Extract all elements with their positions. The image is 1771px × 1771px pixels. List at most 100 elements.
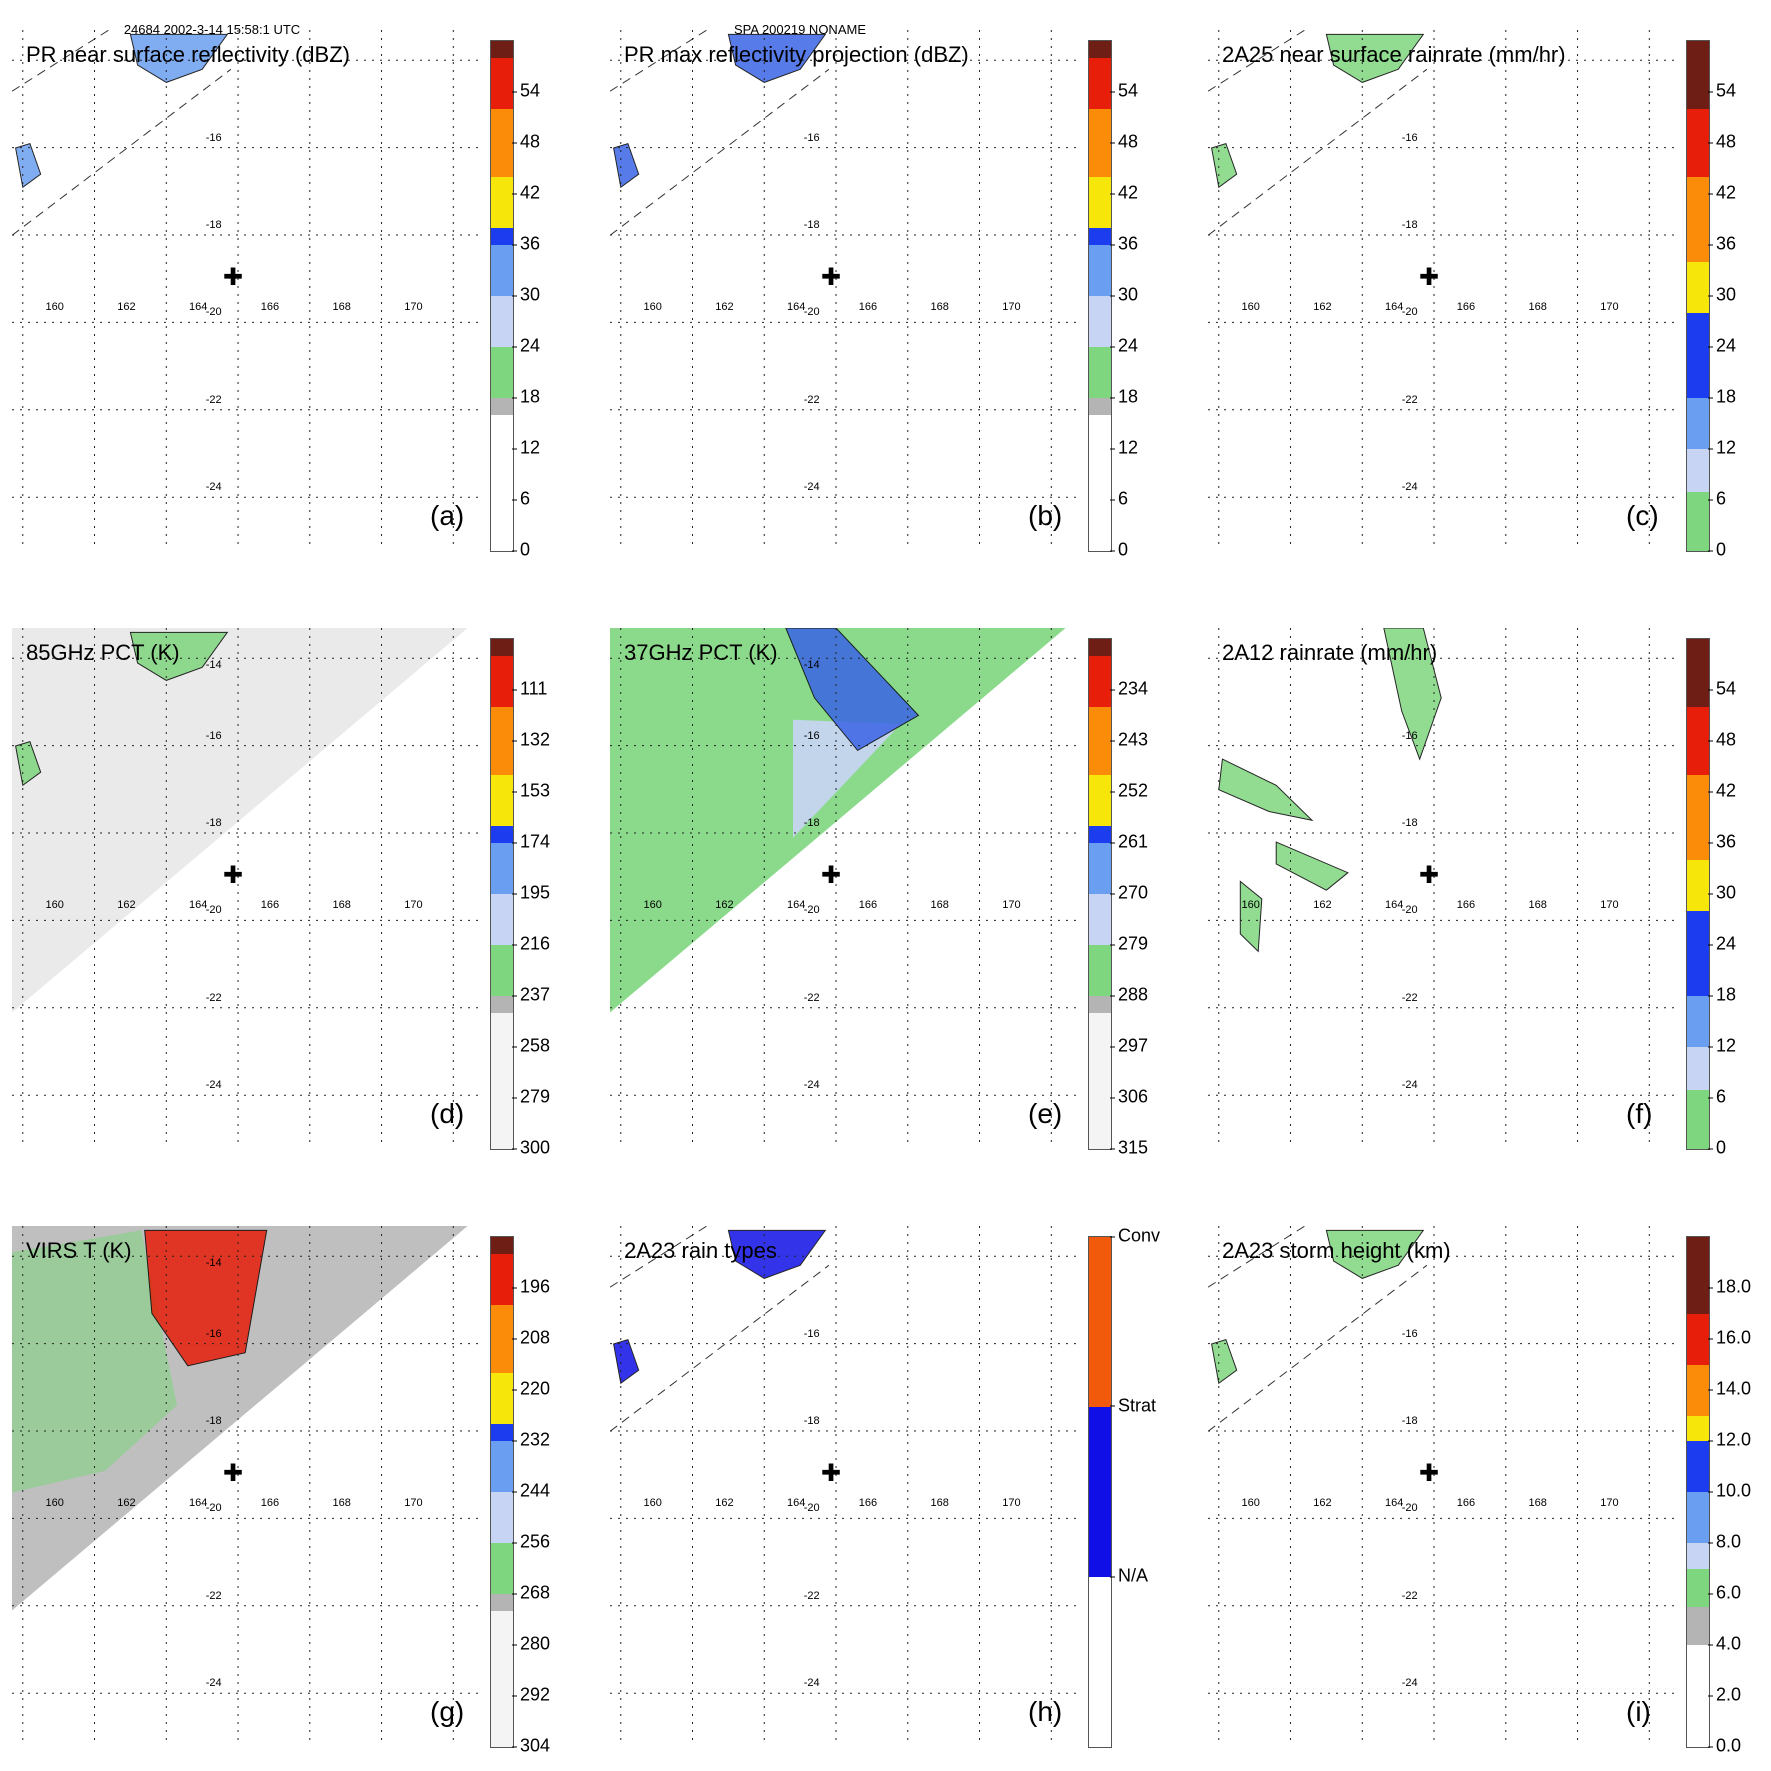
colorbar-tick-label: Conv (1109, 1225, 1161, 1246)
colorbar-tick-label: 6 (1109, 488, 1129, 509)
colorbar-segment (1687, 177, 1709, 262)
colorbar-segment (1687, 1047, 1709, 1090)
lon-label: 164 (188, 898, 208, 911)
lon-label: 162 (117, 1496, 136, 1509)
colorbar-tick-label: 0 (1707, 1137, 1727, 1158)
panel-label-c: (c) (1626, 500, 1659, 531)
lat-label: -16 (1401, 131, 1418, 144)
plot-area-g (12, 1226, 482, 1746)
colorbar-segment (491, 58, 513, 109)
lat-label: -20 (205, 1502, 222, 1515)
lat-label: -22 (205, 1589, 222, 1602)
colorbar-segment (491, 945, 513, 996)
panel-title-c: 2A25 near surface rainrate (mm/hr) (1222, 42, 1566, 67)
storm-center-cross: ✚ (820, 1460, 841, 1488)
lat-label: -16 (803, 1327, 820, 1340)
lon-label: 164 (1384, 300, 1404, 313)
colorbar-tick-label: 48 (1109, 131, 1139, 152)
lat-label: -18 (205, 1415, 222, 1427)
colorbar-tick-label: 6 (1707, 1086, 1727, 1107)
colorbar-segment (1687, 262, 1709, 313)
colorbar-tick-label: 10.0 (1707, 1480, 1752, 1501)
lon-label: 162 (117, 300, 136, 313)
colorbar-segment (1089, 639, 1111, 656)
colorbar-tick-label: 6 (511, 488, 531, 509)
lon-label: 162 (715, 898, 734, 911)
panel-h: 160 162 164 166 168 170 -16 -18 -20 -22 -24 ✚ 2A23 r… (598, 1196, 1161, 1756)
colorbar-tick-label: 300 (511, 1137, 551, 1158)
colorbar-segment (1089, 775, 1111, 826)
lat-label: -24 (803, 1079, 820, 1092)
colorbar-segment (1089, 1013, 1111, 1149)
colorbar-tick-label: 268 (511, 1582, 551, 1603)
colorbar-tick-label: 12 (511, 437, 541, 458)
lon-label: 162 (715, 1496, 734, 1509)
colorbar-segment (491, 1305, 513, 1373)
colorbar-tick-label: 195 (511, 882, 551, 903)
lon-label: 168 (1528, 300, 1547, 313)
colorbar-e (1088, 638, 1112, 1150)
lon-label: 170 (1600, 898, 1619, 911)
colorbar-segment (1687, 449, 1709, 492)
colorbar-tick-label: 297 (1109, 1035, 1149, 1056)
colorbar-tick-label: 16.0 (1707, 1327, 1752, 1348)
colorbar-segment (1687, 860, 1709, 911)
colorbar-tick-label: 216 (511, 933, 551, 954)
rain-feature-1 (15, 740, 42, 787)
swath-edge-lower (12, 68, 232, 236)
lat-label: -24 (803, 1677, 820, 1690)
panel-g: 160 162 164 166 168 170 -16 -18 -20 -22 -24 -14 ✚ VIR… (0, 1196, 560, 1756)
storm-center-cross: ✚ (1418, 862, 1439, 890)
lon-label: 170 (404, 898, 423, 911)
colorbar-segment (491, 245, 513, 296)
lat-label: -24 (1401, 1079, 1418, 1092)
rain-feature-0 (727, 1229, 827, 1279)
colorbar-c (1686, 40, 1710, 552)
panel-title-f: 2A12 rainrate (mm/hr) (1222, 640, 1438, 665)
lat-label: -24 (205, 1677, 222, 1690)
panel-title-h: 2A23 rain types (624, 1238, 777, 1263)
colorbar-segment (1687, 1543, 1709, 1569)
lat-label: -16 (205, 1327, 222, 1340)
map-svg-b (610, 30, 1080, 550)
colorbar-tick-label: 111 (511, 678, 548, 699)
colorbar-tick-label: 0 (511, 539, 531, 560)
colorbar-tick-label: 132 (511, 729, 551, 750)
colorbar-tick-label: 315 (1109, 1137, 1149, 1158)
colorbar-segment (491, 1492, 513, 1543)
colorbar-tick-label: 42 (511, 182, 541, 203)
panel-title-d: 85GHz PCT (K) (26, 640, 180, 665)
colorbar-d (490, 638, 514, 1150)
lat-label: -20 (1401, 306, 1418, 319)
colorbar-tick-label: 24 (1707, 933, 1737, 954)
colorbar-tick-label: 12.0 (1707, 1429, 1752, 1450)
lon-label: 164 (188, 1496, 208, 1509)
colorbar-tick-label: 54 (1707, 678, 1737, 699)
colorbar-segment (1089, 945, 1111, 996)
lon-label: 170 (1002, 1496, 1021, 1509)
colorbar-tick-label: 54 (511, 80, 541, 101)
lon-label: 170 (1002, 898, 1021, 911)
colorbar-segment (491, 109, 513, 177)
colorbar-segment (1089, 296, 1111, 347)
rain-feature-2 (1275, 841, 1349, 891)
colorbar-tick-label: 48 (1707, 131, 1737, 152)
lat-label: -24 (205, 1079, 222, 1092)
lat-label-extra: -14 (205, 658, 222, 671)
storm-center-cross: ✚ (222, 264, 243, 292)
lon-label: 164 (786, 898, 806, 911)
colorbar-tick-label: 288 (1109, 984, 1149, 1005)
colorbar-tick-label: 36 (511, 233, 541, 254)
colorbar-tick-label: 6 (1707, 488, 1727, 509)
lat-label: -20 (205, 904, 222, 917)
colorbar-tick-label: 279 (1109, 933, 1149, 954)
colorbar-segment (491, 1373, 513, 1424)
rain-feature-0 (1325, 33, 1425, 83)
swath-edge-lower (610, 68, 830, 236)
panel-label-d: (d) (430, 1098, 465, 1129)
colorbar-tick-label: 36 (1109, 233, 1139, 254)
colorbar-segment (1687, 313, 1709, 398)
colorbar-segment (491, 1594, 513, 1611)
colorbar-segment (1687, 41, 1709, 109)
lat-label: -18 (205, 817, 222, 829)
